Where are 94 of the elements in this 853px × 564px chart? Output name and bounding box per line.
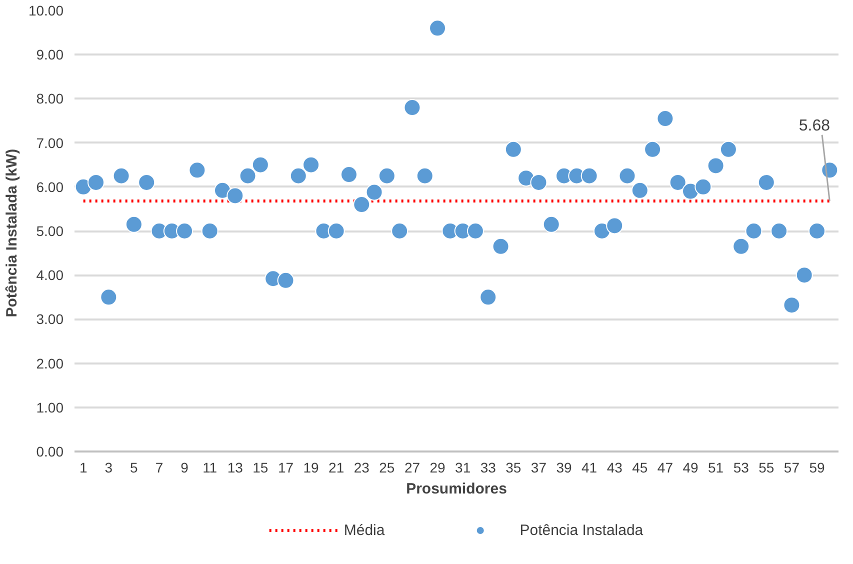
point [277,272,294,289]
point [353,196,370,214]
x-tick-label: 23 [354,460,370,476]
point [366,184,383,201]
point [542,216,560,233]
point [669,174,686,191]
point [328,222,345,240]
x-tick-label: 1 [79,460,88,476]
point [214,182,231,199]
y-tick-label: 3.00 [36,311,64,328]
x-tick-label: 29 [430,460,446,476]
x-tick-label: 41 [582,460,598,476]
point [239,167,256,184]
y-tick-label: 4.00 [36,267,64,284]
point [796,266,813,284]
x-tick-label: 9 [180,460,189,476]
annotation: 5.68 [798,117,830,134]
point [530,174,548,191]
point [580,167,598,184]
point [732,238,750,255]
point [176,222,194,240]
x-tick-label: 45 [632,460,648,476]
x-axis-title: Prosumidores [406,480,507,498]
point [404,99,421,116]
x-tick-label: 27 [404,460,420,476]
point [378,167,396,184]
point [808,222,826,240]
x-tick-label: 5 [130,460,138,476]
x-tick-label: 3 [104,460,113,476]
point [88,174,105,191]
point [770,222,788,240]
point [391,222,408,240]
point [720,140,737,158]
point [429,20,446,37]
y-tick-label: 9.00 [36,46,64,63]
x-tick-label: 55 [758,460,774,476]
x-tick-label: 43 [606,460,623,476]
point [504,140,522,158]
point [593,222,610,240]
y-tick-label: 8.00 [36,90,64,107]
point [480,288,497,306]
x-tick-label: 17 [278,460,294,476]
point [125,216,142,233]
point [707,157,724,174]
legend-label: Média [344,522,385,538]
legend-label: Potência Instalada [520,522,644,538]
point [340,166,358,184]
x-tick-label: 11 [202,460,218,476]
point [138,174,156,191]
y-tick-label: 2.00 [36,355,64,372]
point [188,162,206,179]
x-tick-label: 49 [682,460,699,476]
point [112,167,130,184]
y-tick-label: 1.00 [36,399,64,416]
x-tick-label: 51 [708,460,724,476]
x-tick-label: 37 [530,460,547,476]
point [783,296,800,314]
x-tick-label: 21 [328,460,344,476]
point [618,167,636,184]
y-tick-label: 0.00 [36,444,64,460]
point [290,167,307,184]
x-tick-label: 53 [733,460,750,476]
point [745,222,762,240]
x-tick-label: 25 [379,460,395,476]
point [644,140,662,158]
point [758,174,775,191]
point [694,178,712,196]
x-tick-label: 59 [809,460,825,476]
y-tick-label: 6.00 [36,178,64,195]
x-tick-label: 31 [455,460,471,476]
x-tick-label: 33 [480,460,496,476]
x-tick-label: 19 [303,460,320,476]
point [492,238,510,255]
point [201,222,218,240]
y-tick-label: 10.00 [28,2,64,18]
point [302,156,320,174]
x-tick-label: 39 [556,460,572,476]
point [656,110,674,128]
point [416,167,434,184]
x-tick-label: 47 [657,460,674,476]
y-tick-label: 7.00 [36,134,64,151]
point [226,187,244,204]
x-tick-label: 15 [252,460,268,476]
point [100,288,118,306]
point [252,156,269,174]
point [631,182,648,199]
x-tick-label: 13 [227,460,244,476]
x-tick-label: 7 [155,460,164,476]
x-tick-label: 57 [784,460,800,476]
point [606,217,624,234]
x-tick-label: 35 [506,460,522,476]
y-axis-title: Potência Instalada (kW) [3,148,20,318]
point [466,222,484,240]
y-tick-label: 5.00 [36,223,64,239]
